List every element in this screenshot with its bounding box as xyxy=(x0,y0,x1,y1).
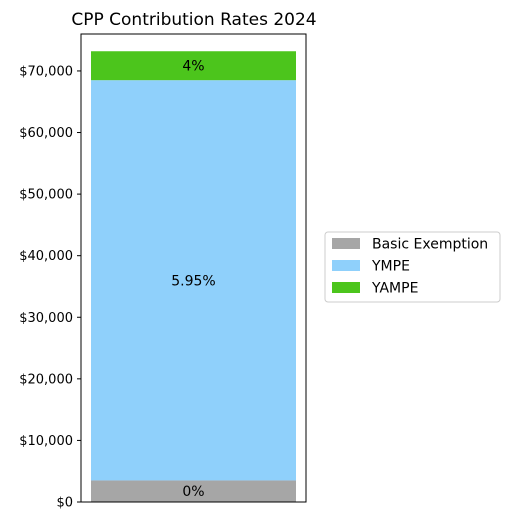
legend-entry: YMPE xyxy=(371,259,410,275)
y-tick-label: $10,000 xyxy=(19,434,73,449)
chart-title: CPP Contribution Rates 2024 xyxy=(71,10,316,30)
y-tick-label: $60,000 xyxy=(19,126,73,141)
plot-frame xyxy=(80,33,307,503)
legend-entry: Basic Exemption xyxy=(372,237,488,253)
y-tick-label: $40,000 xyxy=(19,249,73,264)
segment-labels: 0% 5.95% 4% xyxy=(171,59,215,501)
bar-segment xyxy=(91,80,296,481)
legend-swatch xyxy=(332,282,360,293)
legend: Basic Exemption YMPE YAMPE xyxy=(324,231,501,303)
data-label: 5.95% xyxy=(171,273,215,289)
y-tick-label: $70,000 xyxy=(19,64,73,79)
bar-segment xyxy=(91,480,296,502)
y-tick-label: $50,000 xyxy=(19,188,73,203)
legend-entry: YAMPE xyxy=(371,281,418,297)
bar-segment xyxy=(91,51,296,81)
y-tick-label: $30,000 xyxy=(19,311,73,326)
data-label: 4% xyxy=(182,59,204,75)
bar-stack xyxy=(91,51,296,502)
y-axis: $0 $10,000 $20,000 $30,000 $40,000 $50,000 $60… xyxy=(19,64,81,511)
legend-swatch xyxy=(332,260,360,271)
legend-swatch xyxy=(332,238,360,249)
legend-frame xyxy=(324,231,501,303)
y-tick-label: $0 xyxy=(56,496,73,511)
y-tick-label: $20,000 xyxy=(19,372,73,387)
data-label: 0% xyxy=(182,484,204,500)
